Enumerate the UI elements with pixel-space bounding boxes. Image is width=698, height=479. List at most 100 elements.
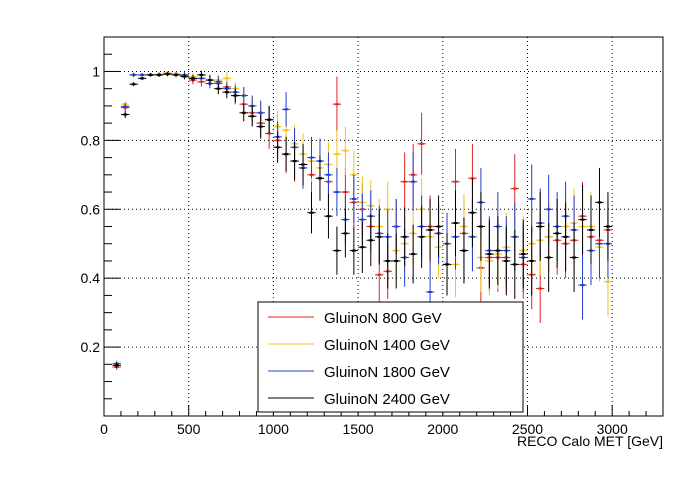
- data-point: [273, 131, 282, 163]
- data-point: [281, 92, 291, 127]
- x-tick-label: 1000: [258, 421, 289, 437]
- data-point: [264, 105, 274, 134]
- data-point: [163, 72, 172, 77]
- data-point: [400, 207, 409, 267]
- data-point: [535, 192, 545, 261]
- data-point: [231, 88, 240, 103]
- x-tick-label: 0: [100, 421, 108, 437]
- data-point: [569, 223, 579, 292]
- legend: GluinoN 800 GeV GluinoN 1400 GeV GluinoN 1…: [257, 301, 524, 413]
- data-point: [442, 233, 452, 296]
- data-point: [332, 226, 342, 275]
- data-point: [595, 167, 604, 237]
- data-point: [290, 142, 299, 180]
- data-point: [434, 195, 443, 258]
- data-point: [137, 76, 147, 81]
- series-layer: [112, 70, 613, 370]
- y-tick-label: 0.4: [81, 270, 101, 286]
- x-axis-title: RECO Calo MET [GeV]: [517, 433, 663, 449]
- data-point: [341, 126, 350, 175]
- data-point: [349, 174, 359, 224]
- data-point: [603, 192, 613, 261]
- data-point: [561, 202, 570, 272]
- data-point: [459, 217, 469, 284]
- data-point: [315, 155, 325, 201]
- data-point: [358, 221, 367, 274]
- data-point: [366, 214, 376, 267]
- data-point: [332, 76, 342, 132]
- data-point: [214, 83, 223, 95]
- data-point: [146, 73, 155, 77]
- data-point: [129, 72, 138, 77]
- data-point: [205, 75, 215, 85]
- axes: 0 500 1000 1500 2000 2500 3000 0.2 0.4 0.6 0.8 1: [81, 53, 647, 437]
- data-point: [527, 226, 536, 296]
- data-point: [468, 178, 477, 248]
- data-point: [112, 362, 121, 369]
- data-point: [129, 82, 138, 87]
- data-point: [247, 105, 257, 127]
- series-gluinon-2400-gev: [112, 70, 613, 369]
- legend-box: [257, 301, 524, 413]
- data-point: [451, 190, 460, 256]
- data-point: [188, 74, 198, 82]
- y-tick-label: 1: [92, 63, 100, 79]
- data-point: [485, 219, 494, 289]
- data-point: [332, 167, 342, 217]
- data-point: [425, 198, 435, 261]
- data-point: [391, 233, 401, 289]
- data-point: [120, 103, 130, 111]
- data-point: [239, 86, 248, 105]
- data-point: [180, 73, 189, 80]
- y-tick-label: 0.2: [81, 339, 101, 355]
- data-point: [502, 226, 511, 296]
- x-tick-label: 500: [177, 421, 201, 437]
- data-point: [417, 205, 426, 268]
- data-point: [493, 216, 503, 286]
- data-point: [120, 111, 130, 118]
- data-point: [197, 70, 206, 80]
- data-point: [239, 104, 248, 122]
- data-point: [552, 198, 562, 268]
- data-point: [298, 143, 308, 186]
- data-point: [324, 193, 333, 239]
- x-tick-label: 2000: [427, 421, 458, 437]
- data-point: [222, 85, 232, 99]
- legend-label: GluinoN 1400 GeV: [324, 337, 450, 354]
- data-point: [544, 223, 553, 292]
- data-point: [281, 136, 291, 172]
- data-point: [417, 112, 426, 175]
- data-point: [256, 114, 265, 139]
- data-point: [510, 229, 520, 299]
- data-point: [307, 136, 316, 179]
- legend-label: GluinoN 800 GeV: [324, 310, 442, 327]
- data-point: [349, 226, 359, 275]
- data-point: [341, 209, 350, 258]
- data-point: [578, 185, 587, 255]
- data-point: [383, 233, 392, 289]
- data-point: [222, 72, 232, 85]
- legend-label: GluinoN 1800 GeV: [324, 364, 450, 381]
- x-tick-label: 2500: [512, 421, 543, 437]
- data-point: [578, 250, 587, 320]
- data-point: [586, 195, 596, 265]
- data-point: [400, 152, 409, 211]
- data-point: [408, 152, 418, 211]
- data-point: [171, 72, 181, 78]
- data-point: [476, 192, 486, 261]
- data-point: [307, 192, 316, 234]
- data-point: [375, 209, 384, 265]
- data-point: [519, 219, 528, 289]
- legend-label: GluinoN 2400 GeV: [324, 391, 450, 408]
- x-tick-label: 3000: [597, 421, 628, 437]
- data-point: [137, 73, 147, 77]
- data-point: [527, 164, 536, 234]
- y-tick-label: 0.6: [81, 201, 101, 217]
- data-point: [324, 152, 333, 198]
- data-point: [408, 224, 418, 284]
- x-tick-label: 1500: [343, 421, 374, 437]
- y-tick-label: 0.8: [81, 132, 101, 148]
- data-point: [154, 72, 164, 77]
